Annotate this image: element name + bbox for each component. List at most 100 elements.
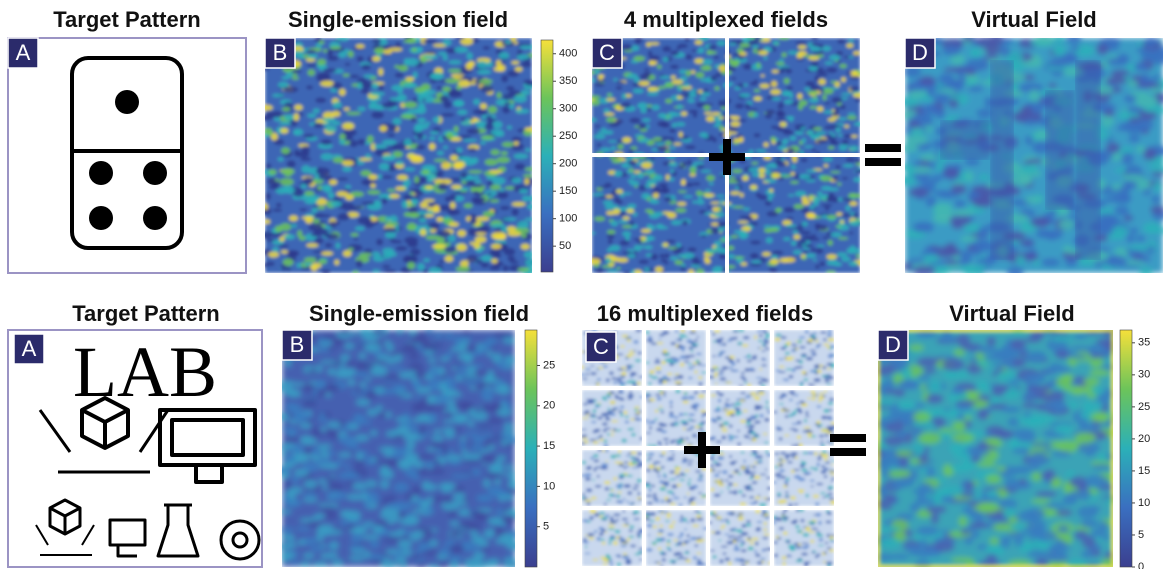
speckle bbox=[290, 224, 297, 228]
speckle bbox=[633, 340, 638, 344]
speckle bbox=[957, 413, 965, 420]
speckle bbox=[734, 256, 745, 259]
speckle bbox=[330, 201, 342, 207]
speckle bbox=[826, 270, 836, 273]
speckle bbox=[343, 250, 352, 257]
speckle bbox=[314, 238, 323, 244]
speckle bbox=[969, 47, 982, 58]
speckle bbox=[657, 65, 662, 70]
speckle bbox=[782, 379, 787, 381]
speckle bbox=[688, 443, 693, 445]
speckle bbox=[657, 226, 668, 229]
speckle bbox=[380, 561, 397, 568]
speckle bbox=[614, 171, 623, 177]
speckle bbox=[729, 60, 740, 66]
speckle bbox=[613, 541, 618, 545]
speckle bbox=[610, 221, 618, 226]
speckle bbox=[738, 473, 741, 475]
speckle bbox=[412, 554, 421, 559]
speckle bbox=[621, 374, 627, 376]
speckle bbox=[600, 539, 605, 541]
speckle bbox=[397, 328, 404, 335]
speckle bbox=[784, 78, 790, 84]
field bbox=[707, 329, 770, 387]
speckle bbox=[777, 105, 784, 109]
speckle bbox=[683, 428, 686, 430]
speckle bbox=[737, 342, 742, 345]
speckle bbox=[664, 262, 668, 265]
speckle bbox=[1112, 226, 1127, 237]
speckle bbox=[342, 167, 352, 172]
speckle bbox=[381, 175, 393, 178]
speckle bbox=[313, 38, 319, 41]
speckle bbox=[772, 126, 784, 129]
speckle bbox=[335, 460, 344, 466]
speckle bbox=[738, 119, 747, 122]
speckle bbox=[661, 500, 665, 503]
speckle bbox=[454, 166, 463, 169]
speckle bbox=[677, 440, 684, 444]
speckle bbox=[406, 492, 412, 501]
field bbox=[709, 509, 773, 566]
speckle bbox=[421, 528, 433, 534]
speckle bbox=[617, 267, 621, 270]
panel-letter: C bbox=[593, 334, 609, 359]
speckle bbox=[630, 174, 636, 178]
speckle bbox=[842, 177, 848, 180]
speckle bbox=[638, 376, 645, 378]
speckle bbox=[750, 263, 762, 266]
speckle bbox=[491, 244, 502, 250]
speckle bbox=[1029, 89, 1040, 102]
speckle bbox=[607, 234, 615, 239]
speckle bbox=[1080, 519, 1098, 528]
speckle bbox=[649, 42, 660, 45]
speckle bbox=[826, 368, 831, 370]
speckle bbox=[286, 267, 291, 271]
speckle bbox=[385, 359, 397, 364]
speckle bbox=[853, 213, 858, 218]
speckle bbox=[952, 421, 966, 432]
speckle bbox=[520, 45, 532, 49]
speckle bbox=[389, 167, 398, 170]
speckle bbox=[402, 200, 408, 208]
speckle bbox=[317, 167, 322, 173]
speckle bbox=[805, 494, 808, 498]
speckle bbox=[442, 86, 451, 91]
speckle bbox=[315, 365, 323, 372]
speckle bbox=[639, 246, 647, 249]
speckle bbox=[738, 490, 742, 493]
speckle bbox=[582, 493, 585, 496]
field bbox=[258, 35, 538, 275]
speckle bbox=[465, 337, 472, 341]
speckle bbox=[716, 339, 721, 342]
speckle bbox=[824, 475, 828, 478]
speckle bbox=[604, 503, 607, 505]
speckle bbox=[824, 552, 827, 554]
speckle bbox=[584, 410, 589, 414]
speckle bbox=[718, 117, 725, 119]
speckle bbox=[512, 137, 520, 142]
speckle bbox=[602, 396, 607, 400]
speckle bbox=[293, 416, 307, 422]
speckle bbox=[745, 471, 752, 475]
speckle bbox=[667, 533, 674, 536]
speckle bbox=[841, 198, 852, 201]
speckle bbox=[909, 258, 925, 263]
speckle bbox=[453, 101, 464, 106]
speckle bbox=[729, 177, 736, 180]
speckle bbox=[832, 476, 835, 480]
speckle bbox=[599, 532, 603, 536]
speckle bbox=[807, 130, 813, 136]
speckle bbox=[658, 86, 666, 89]
speckle bbox=[599, 186, 608, 188]
speckle bbox=[321, 153, 333, 160]
speckle bbox=[505, 355, 515, 364]
speckle bbox=[822, 454, 829, 458]
speckle bbox=[799, 174, 811, 179]
speckle bbox=[405, 77, 414, 81]
speckle bbox=[332, 82, 342, 89]
speckle bbox=[690, 420, 697, 422]
speckle bbox=[738, 221, 749, 224]
speckle bbox=[388, 367, 406, 371]
speckle bbox=[825, 467, 828, 470]
